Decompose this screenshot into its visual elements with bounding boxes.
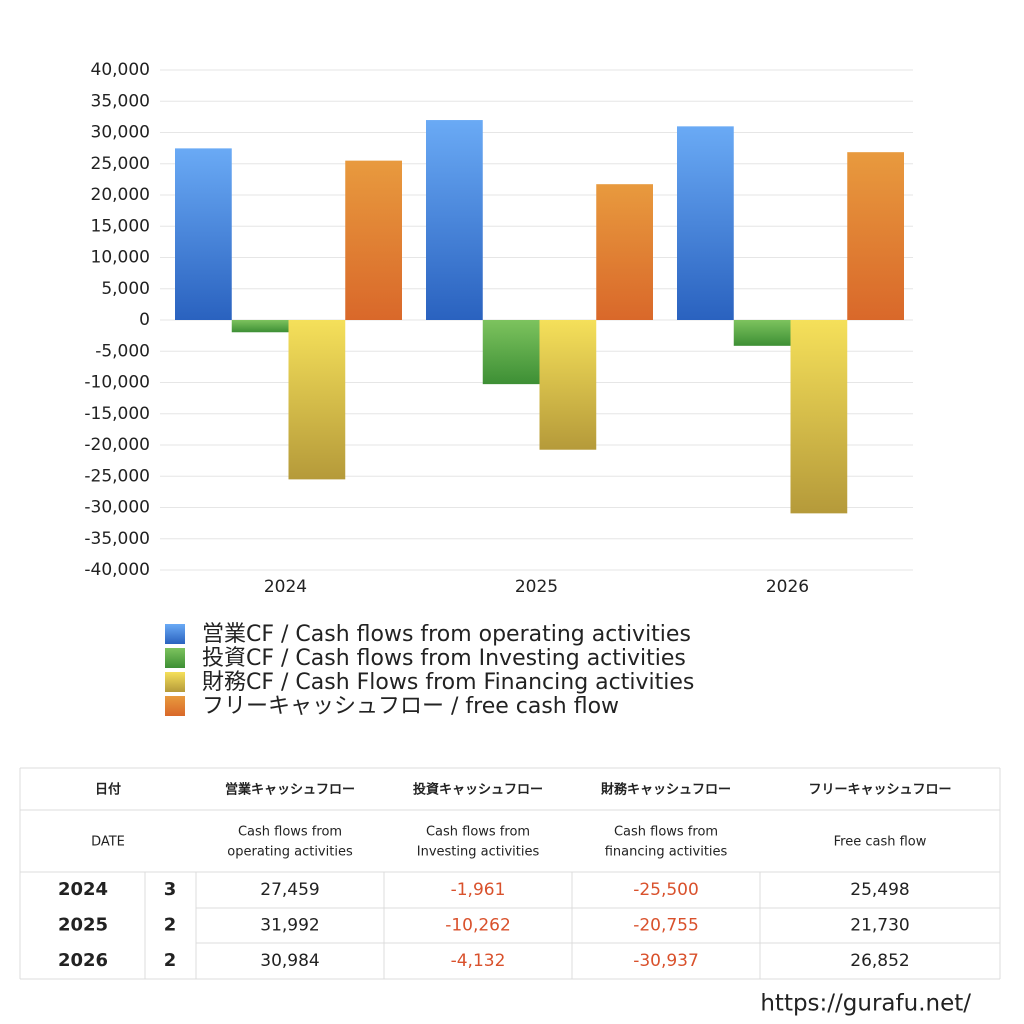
table-cell: 30,984 — [260, 951, 319, 971]
y-tick-label: 0 — [139, 310, 150, 330]
bar — [345, 160, 402, 320]
table-subheader: financing activities — [605, 845, 728, 860]
y-tick-label: -25,000 — [84, 466, 150, 486]
table-header: フリーキャッシュフロー — [808, 783, 951, 798]
y-tick-label: 5,000 — [101, 279, 150, 299]
bar — [231, 320, 289, 333]
legend-label: 投資CF / Cash flows from Investing activit… — [202, 646, 686, 671]
y-tick-label: 35,000 — [91, 91, 150, 111]
table-subheader: Investing activities — [417, 845, 540, 860]
table-subheader: Free cash flow — [834, 835, 927, 850]
y-tick-label: 20,000 — [91, 185, 150, 205]
table-cell: -20,755 — [633, 916, 699, 936]
x-tick-label: 2025 — [515, 577, 558, 597]
y-tick-label: 25,000 — [91, 154, 150, 174]
bar — [539, 320, 597, 450]
table-cell: -4,132 — [451, 951, 506, 971]
bar — [677, 126, 734, 320]
table-cell: 27,459 — [260, 880, 319, 900]
y-tick-label: 30,000 — [91, 123, 150, 143]
footer: https://gurafu.net/ — [760, 991, 971, 1017]
y-tick-label: -35,000 — [84, 529, 150, 549]
row-year: 2025 — [58, 915, 108, 936]
table-cell: 31,992 — [260, 916, 319, 936]
legend-swatch — [165, 696, 185, 716]
bar — [288, 320, 346, 480]
x-tick-label: 2026 — [766, 577, 809, 597]
y-tick-label: -15,000 — [84, 404, 150, 424]
y-tick-label: -40,000 — [84, 560, 150, 580]
bar — [482, 320, 540, 385]
bar — [175, 148, 232, 320]
x-tick-label: 2024 — [264, 577, 307, 597]
table-cell: -10,262 — [445, 916, 511, 936]
table-cell: -25,500 — [633, 880, 699, 900]
y-tick-label: 10,000 — [91, 248, 150, 268]
table-header: 投資キャッシュフロー — [413, 782, 543, 798]
row-count: 2 — [164, 915, 177, 936]
legend-label: 営業CF / Cash flows from operating activit… — [202, 622, 691, 647]
table-header: 財務キャッシュフロー — [600, 782, 731, 798]
bar — [790, 320, 848, 514]
row-year: 2024 — [58, 879, 108, 900]
legend-swatch — [165, 648, 185, 668]
y-tick-label: -10,000 — [84, 373, 150, 393]
bar — [426, 120, 483, 320]
table-subheader: Cash flows from — [238, 825, 342, 840]
bar — [847, 152, 904, 320]
table-header: 営業キャッシュフロー — [225, 782, 355, 798]
table-cell: 21,730 — [850, 916, 909, 936]
bar — [733, 320, 791, 346]
table-cell: -30,937 — [633, 951, 699, 971]
legend-swatch — [165, 672, 185, 692]
table-subheader: DATE — [91, 835, 125, 850]
y-tick-label: -30,000 — [84, 498, 150, 518]
bar — [596, 184, 653, 320]
y-tick-label: -5,000 — [95, 341, 150, 361]
table-cell: 26,852 — [850, 951, 909, 971]
legend-label: 財務CF / Cash Flows from Financing activit… — [202, 670, 694, 695]
row-year: 2026 — [58, 950, 108, 971]
legend-label: フリーキャッシュフロー / free cash flow — [202, 694, 619, 719]
table-cell: 25,498 — [850, 880, 909, 900]
y-tick-label: 40,000 — [91, 60, 150, 80]
table-subheader: Cash flows from — [426, 825, 530, 840]
row-count: 3 — [164, 879, 177, 900]
table-subheader: Cash flows from — [614, 825, 718, 840]
legend-swatch — [165, 624, 185, 644]
table-subheader: operating activities — [227, 845, 353, 860]
y-tick-label: 15,000 — [91, 216, 150, 236]
table-cell: -1,961 — [451, 880, 506, 900]
row-count: 2 — [164, 950, 177, 971]
table-header: 日付 — [95, 782, 121, 798]
y-tick-label: -20,000 — [84, 435, 150, 455]
